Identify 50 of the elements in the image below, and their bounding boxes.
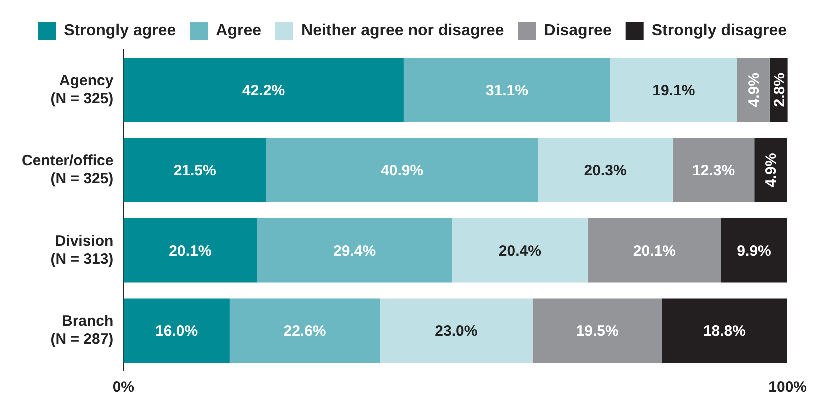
data-label: 19.5% xyxy=(576,323,619,340)
bar xyxy=(672,138,755,202)
data-label: 22.6% xyxy=(284,323,326,340)
bar xyxy=(662,298,788,363)
data-label: 20.1% xyxy=(633,242,676,260)
y-tick-label: Center/office (N = 325) xyxy=(22,152,114,188)
bar xyxy=(404,58,610,122)
bar xyxy=(588,218,722,283)
bar xyxy=(737,58,770,122)
data-label: 20.4% xyxy=(498,242,542,260)
data-label: 31.1% xyxy=(486,82,528,100)
bar xyxy=(532,298,662,363)
data-label: 29.4% xyxy=(334,242,376,260)
y-tick-label: Branch (N = 287) xyxy=(50,313,114,348)
bar xyxy=(538,138,673,202)
legend-label: Strongly disagree xyxy=(652,22,788,40)
data-label: 21.5% xyxy=(174,162,216,180)
bar xyxy=(257,218,452,283)
bar xyxy=(754,138,788,202)
data-label: 40.9% xyxy=(381,162,424,180)
bar xyxy=(721,218,788,283)
data-label: 23.0% xyxy=(435,323,478,340)
bar xyxy=(230,298,380,363)
data-label: 42.2% xyxy=(242,82,286,100)
bar xyxy=(610,58,738,122)
bar xyxy=(124,138,266,202)
bar xyxy=(124,218,258,283)
data-label: 2.8% xyxy=(771,73,788,108)
legend-label: Neither agree nor disagree xyxy=(302,22,504,40)
legend-label: Agree xyxy=(216,22,262,40)
data-label: 18.8% xyxy=(703,323,746,340)
x-tick-label: 0% xyxy=(112,379,135,396)
bar xyxy=(380,298,533,363)
data-label: 4.9% xyxy=(746,73,763,108)
y-tick-label: Division (N = 313) xyxy=(50,232,114,268)
bar xyxy=(266,138,538,202)
data-label: 4.9% xyxy=(763,153,780,188)
y-tick-label: Agency (N = 325) xyxy=(50,72,114,108)
bar xyxy=(124,58,404,122)
data-label: 16.0% xyxy=(156,323,198,340)
x-tick-label: 100% xyxy=(768,379,808,396)
data-label: 20.3% xyxy=(584,162,627,180)
bar xyxy=(452,218,588,283)
data-label: 19.1% xyxy=(652,82,696,100)
legend-label: Disagree xyxy=(544,22,612,40)
bar xyxy=(124,298,230,363)
legend-label: Strongly agree xyxy=(64,22,176,40)
data-label: 9.9% xyxy=(737,242,772,260)
data-label: 12.3% xyxy=(692,162,736,180)
data-label: 20.1% xyxy=(169,242,212,260)
